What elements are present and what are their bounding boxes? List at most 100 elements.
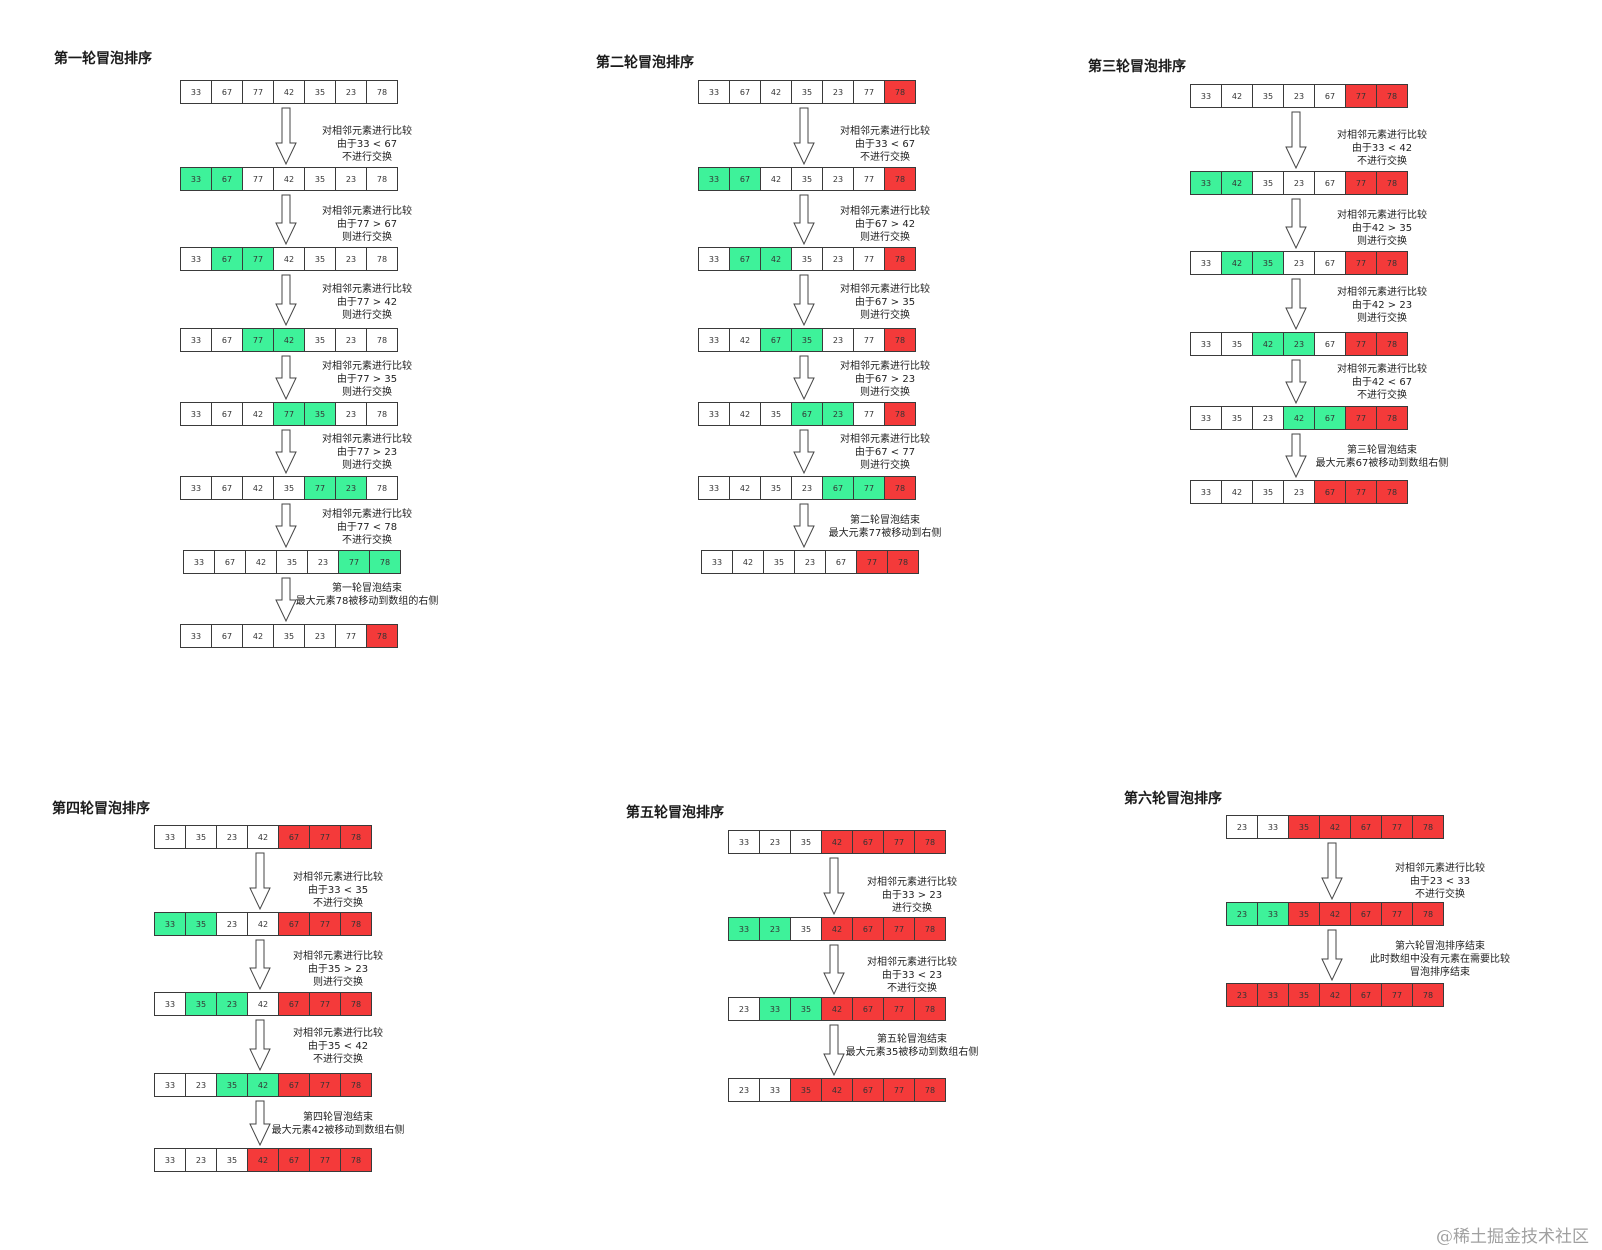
array-cell: 67 [791,402,823,426]
down-arrow-icon [275,577,297,623]
down-arrow-icon [249,939,271,991]
array-cell: 33 [1190,332,1222,356]
array-cell: 67 [822,476,854,500]
array-cell: 23 [307,550,339,574]
array-cell: 77 [1345,480,1377,504]
array-cell: 23 [216,912,248,936]
array-cell: 23 [335,402,367,426]
array-cell: 35 [791,80,823,104]
array-cell: 67 [1314,84,1346,108]
step-note: 对相邻元素进行比较 由于67 < 77 则进行交换 [840,433,930,472]
note-line: 由于67 > 23 [854,374,916,385]
down-arrow-icon [793,503,815,549]
array-cell: 23 [822,167,854,191]
array-cell: 35 [791,328,823,352]
array-cell: 35 [1252,171,1284,195]
note-line: 由于33 < 23 [881,970,943,981]
array-cell: 35 [1252,84,1284,108]
down-arrow-icon [249,1100,271,1147]
down-arrow-icon [275,429,297,475]
note-line: 第一轮冒泡结束 [331,583,402,594]
array-cell: 78 [366,328,398,352]
array-cell: 35 [185,825,217,849]
note-line: 由于33 < 35 [307,885,369,896]
array-cell: 35 [763,550,795,574]
array-row: 33 23 35 42 67 77 78 [728,830,946,854]
array-cell: 42 [1221,171,1253,195]
array-cell: 23 [335,247,367,271]
array-cell: 42 [247,912,279,936]
array-cell: 42 [247,1148,279,1172]
note-line: 则进行交换 [1357,236,1407,247]
array-cell: 67 [278,825,310,849]
array-cell: 35 [304,402,336,426]
step-note: 对相邻元素进行比较 由于67 > 42 则进行交换 [840,205,930,244]
array-cell: 35 [1221,406,1253,430]
array-cell: 67 [729,247,761,271]
note-line: 则进行交换 [1357,313,1407,324]
down-arrow-icon [1321,929,1343,982]
array-row: 33 67 42 35 23 77 78 [180,624,398,648]
array-cell: 33 [759,1078,791,1102]
array-cell: 42 [242,402,274,426]
array-cell: 33 [728,830,760,854]
array-row: 33 35 23 42 67 77 78 [154,992,372,1016]
array-row: 33 67 42 35 23 77 78 [183,550,401,574]
array-cell: 77 [1345,84,1377,108]
step-note: 对相邻元素进行比较 由于35 > 23 则进行交换 [293,950,383,989]
array-cell: 35 [185,912,217,936]
step-note: 对相邻元素进行比较 由于23 < 33 不进行交换 [1395,862,1485,901]
watermark: @稀土掘金技术社区 [1436,1227,1589,1247]
panel-title: 第五轮冒泡排序 [626,805,724,821]
down-arrow-icon [793,194,815,246]
step-note: 对相邻元素进行比较 由于33 < 23 不进行交换 [867,956,957,995]
note-line: 由于35 > 23 [307,964,369,975]
array-cell: 33 [154,1148,186,1172]
array-cell: 33 [1190,171,1222,195]
array-cell: 77 [883,917,915,941]
array-cell: 33 [698,476,730,500]
step-note: 对相邻元素进行比较 由于35 < 42 不进行交换 [293,1027,383,1066]
step-note: 对相邻元素进行比较 由于67 > 23 则进行交换 [840,360,930,399]
array-cell: 23 [1283,332,1315,356]
note-line: 最大元素42被移动到数组右侧 [271,1125,405,1136]
array-cell: 33 [180,167,212,191]
array-cell: 67 [1314,480,1346,504]
array-row: 33 35 23 42 67 77 78 [154,912,372,936]
down-arrow-icon [823,1024,845,1077]
array-cell: 78 [914,917,946,941]
array-cell: 33 [698,402,730,426]
note-line: 由于67 > 35 [854,297,916,308]
array-cell: 67 [211,476,243,500]
array-cell: 23 [1226,815,1258,839]
note-line: 对相邻元素进行比较 [867,957,957,968]
note-line: 则进行交换 [342,460,392,471]
array-cell: 77 [242,328,274,352]
array-cell: 33 [180,476,212,500]
array-cell: 78 [340,825,372,849]
down-arrow-icon [793,355,815,401]
step-note: 对相邻元素进行比较 由于42 < 67 不进行交换 [1337,363,1427,402]
array-row: 33 23 35 42 67 77 78 [728,917,946,941]
array-cell: 35 [791,247,823,271]
array-cell: 67 [1350,983,1382,1007]
note-line: 则进行交换 [342,232,392,243]
array-cell: 42 [247,825,279,849]
note-line: 最大元素77被移动到右侧 [828,528,942,539]
array-cell: 35 [304,328,336,352]
down-arrow-icon [275,355,297,401]
array-cell: 23 [1226,983,1258,1007]
note-line: 则进行交换 [860,310,910,321]
array-cell: 77 [853,476,885,500]
array-row: 33 42 35 23 67 77 78 [1190,171,1408,195]
note-line: 由于23 < 33 [1409,876,1471,887]
array-cell: 42 [1252,332,1284,356]
array-cell: 35 [1288,902,1320,926]
array-cell: 67 [729,80,761,104]
step-note: 对相邻元素进行比较 由于33 > 23 进行交换 [867,876,957,915]
array-cell: 33 [154,992,186,1016]
array-cell: 78 [340,1073,372,1097]
note-line: 冒泡排序结束 [1410,967,1470,978]
array-cell: 67 [211,624,243,648]
array-cell: 77 [853,328,885,352]
